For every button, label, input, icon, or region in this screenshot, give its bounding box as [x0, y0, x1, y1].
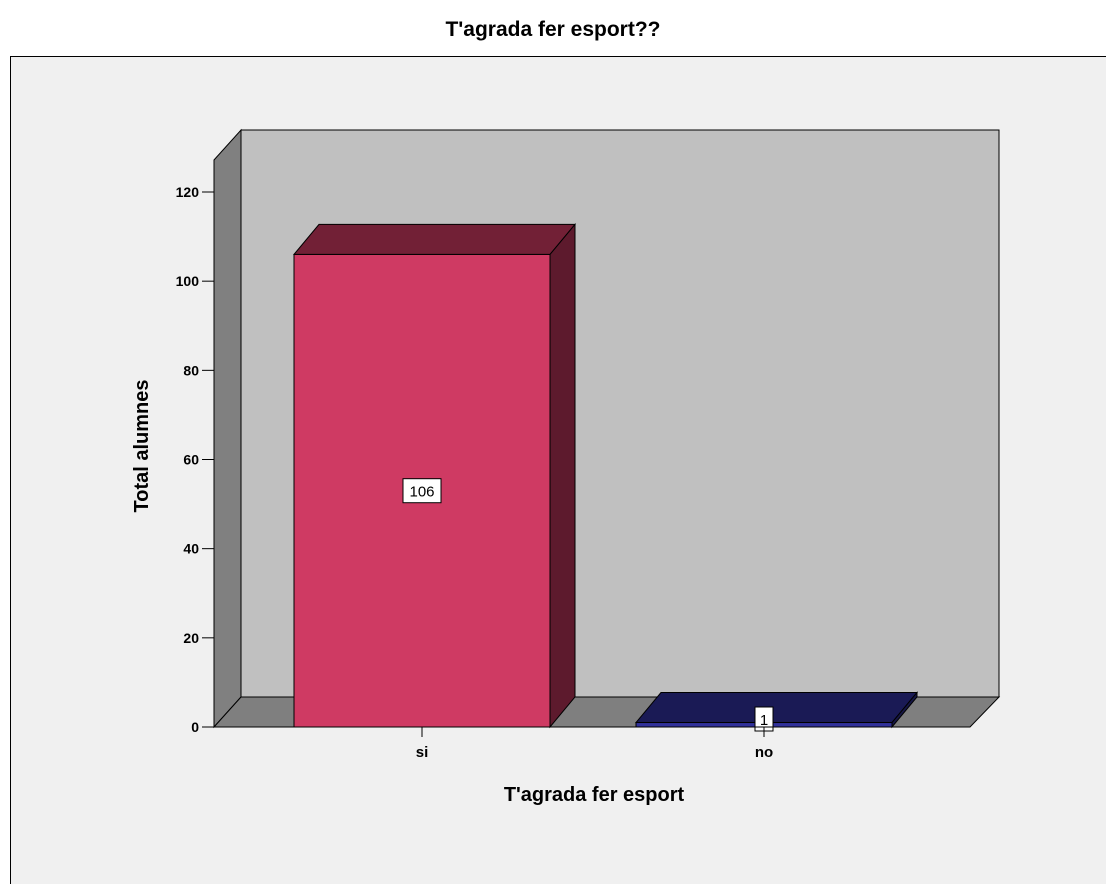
bar-side: [891, 691, 918, 729]
y-tick-label: 60: [183, 452, 199, 468]
y-tick-label: 80: [183, 362, 199, 378]
bar-top: [292, 223, 577, 255]
side-wall: [213, 128, 242, 729]
x-axis-label: T'agrada fer esport: [504, 784, 685, 806]
chart-title: T'agrada fer esport??: [445, 18, 661, 41]
y-axis: 0 20 40 60 80 100 120: [176, 160, 215, 735]
data-label: 106: [409, 484, 434, 501]
bars: 106 1: [292, 223, 919, 732]
y-tick-label: 100: [176, 273, 200, 289]
x-axis: si no: [202, 726, 970, 761]
x-tick-label: si: [416, 744, 429, 761]
y-tick-label: 20: [183, 630, 199, 646]
y-tick-label: 120: [176, 184, 200, 200]
data-label-box: [402, 478, 442, 504]
bar-top: [634, 692, 919, 724]
bar-si: 106: [292, 223, 577, 729]
y-tick-label: 40: [183, 541, 199, 557]
y-axis-label: Total alumnes: [131, 380, 153, 513]
x-tick-label: no: [755, 744, 773, 761]
bar-no: 1: [634, 691, 919, 732]
data-label: 1: [760, 712, 768, 729]
bar-side: [549, 223, 576, 729]
y-tick-label: 0: [191, 719, 199, 735]
